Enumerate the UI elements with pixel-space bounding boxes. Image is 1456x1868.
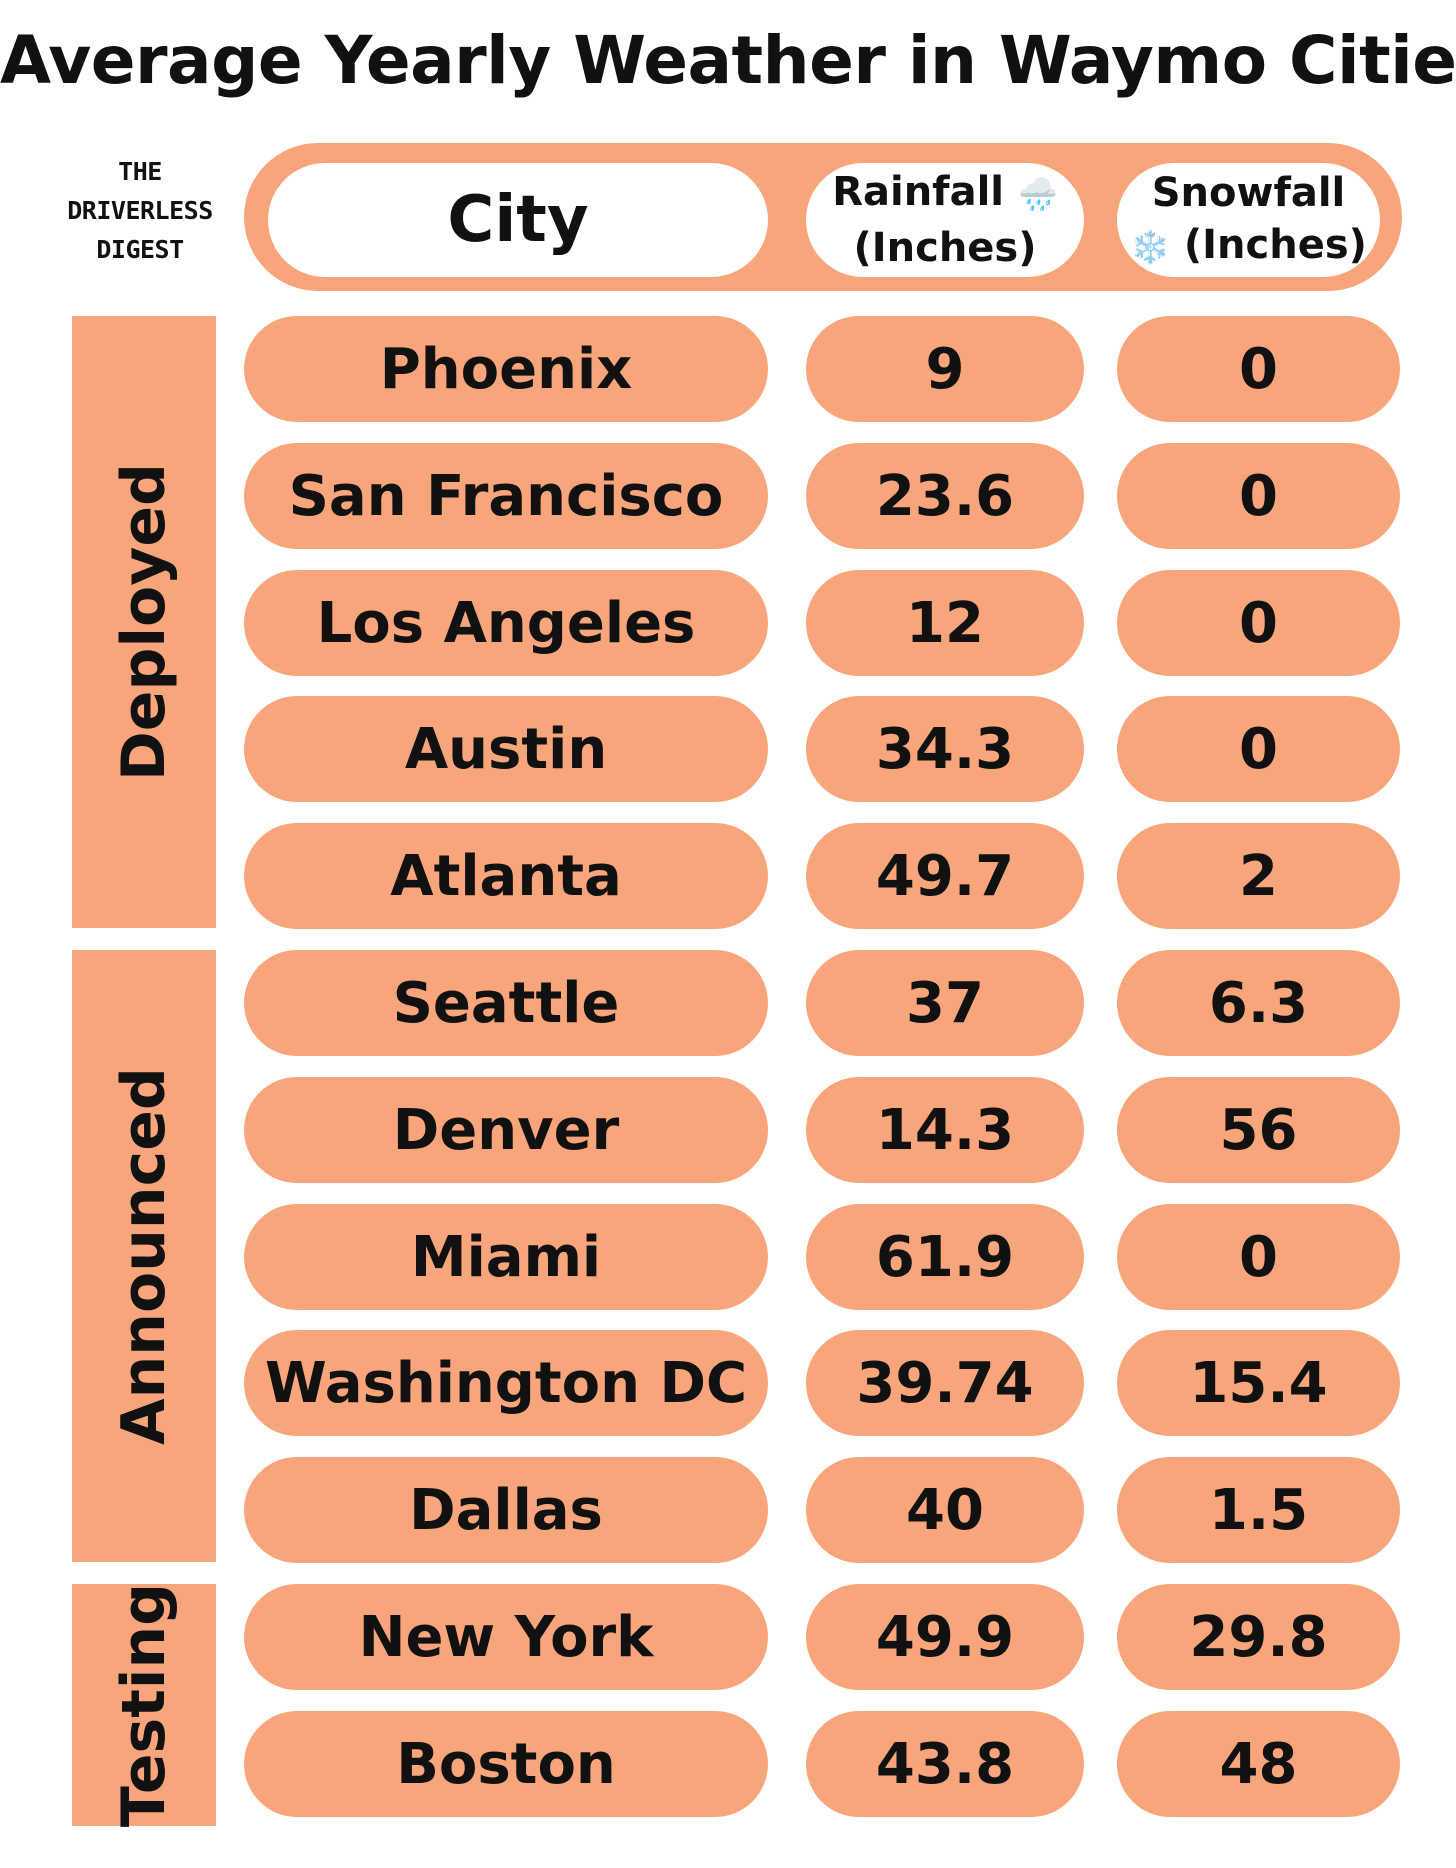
rainfall-label: Rainfall [832,169,1004,215]
city-cell: Miami [244,1204,768,1310]
snowfall-cell: 0 [1117,316,1400,422]
rainfall-cell: 43.8 [806,1711,1084,1817]
rainfall-cell: 34.3 [806,696,1084,802]
snowfall-cell: 48 [1117,1711,1400,1817]
snowfall-cell: 6.3 [1117,950,1400,1056]
snowfall-cell: 2 [1117,823,1400,929]
column-header-snowfall: Snowfall ❄️ (Inches) [1117,163,1380,277]
rainfall-cell: 49.7 [806,823,1084,929]
rainfall-cell: 37 [806,950,1084,1056]
snowfall-cell: 56 [1117,1077,1400,1183]
group-testing: Testing [72,1582,216,1828]
snowfall-cell: 0 [1117,570,1400,676]
city-cell: Dallas [244,1457,768,1563]
snowfall-cell: 0 [1117,696,1400,802]
city-cell: New York [244,1584,768,1690]
rain-cloud-icon: 🌧️ [1017,175,1058,213]
rainfall-unit: (Inches) [853,225,1037,271]
rainfall-cell: 23.6 [806,443,1084,549]
city-cell: Los Angeles [244,570,768,676]
city-cell: Austin [244,696,768,802]
column-header-rainfall: Rainfall 🌧️ (Inches) [806,163,1084,277]
group-label-announced: Announced [109,1067,179,1445]
snowfall-cell: 29.8 [1117,1584,1400,1690]
snowfall-cell: 0 [1117,443,1400,549]
city-cell: Boston [244,1711,768,1817]
chart-title: Average Yearly Weather in Waymo Cities [0,22,1456,99]
rainfall-cell: 49.9 [806,1584,1084,1690]
rainfall-cell: 9 [806,316,1084,422]
brand-line-2: DRIVERLESS [67,196,213,225]
city-cell: Phoenix [244,316,768,422]
brand-logo: THE DRIVERLESS DIGEST [40,152,240,269]
rainfall-cell: 39.74 [806,1330,1084,1436]
city-cell: Atlanta [244,823,768,929]
group-label-deployed: Deployed [109,463,179,781]
rainfall-cell: 61.9 [806,1204,1084,1310]
rainfall-cell: 40 [806,1457,1084,1563]
city-cell: Seattle [244,950,768,1056]
rainfall-cell: 14.3 [806,1077,1084,1183]
brand-line-1: THE [118,157,162,186]
brand-line-3: DIGEST [96,235,184,264]
city-cell: San Francisco [244,443,768,549]
snowfall-label: Snowfall [1151,170,1346,216]
snowflake-icon: ❄️ [1130,228,1170,266]
rainfall-cell: 12 [806,570,1084,676]
snowfall-unit: (Inches) [1183,222,1367,268]
snowfall-cell: 15.4 [1117,1330,1400,1436]
city-cell: Denver [244,1077,768,1183]
snowfall-cell: 0 [1117,1204,1400,1310]
group-label-testing: Testing [109,1582,179,1828]
snowfall-cell: 1.5 [1117,1457,1400,1563]
column-header-city-label: City [447,183,589,257]
column-header-city: City [268,163,768,277]
group-announced: Announced [72,950,216,1562]
group-deployed: Deployed [72,316,216,928]
city-cell: Washington DC [244,1330,768,1436]
